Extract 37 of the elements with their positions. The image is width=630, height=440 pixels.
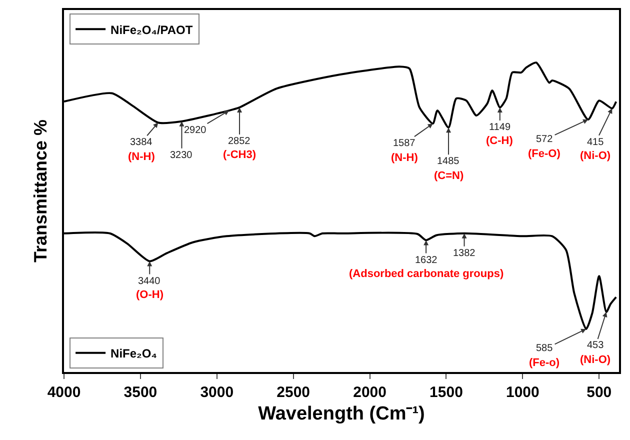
annotation: (Adsorbed carbonate groups) [349, 268, 504, 280]
x-tick-label: 3000 [200, 384, 234, 401]
annotation: (Ni-O) [580, 354, 611, 366]
x-tick-label: 1500 [430, 384, 463, 401]
annotation: 2852 [228, 136, 251, 147]
annotation: (Ni-O) [580, 150, 611, 162]
x-tick-label: 2000 [353, 384, 386, 401]
annotation: (Fe-o) [529, 357, 560, 369]
annotation: 1632 [415, 255, 438, 266]
annotation: 415 [587, 137, 604, 148]
x-tick-label: 4000 [47, 384, 81, 401]
annotation: 453 [587, 340, 604, 351]
annotation: (C=N) [434, 170, 464, 182]
x-tick-label: 3500 [124, 384, 158, 401]
y-axis-title: Transmittance % [30, 119, 51, 263]
annotation: 585 [536, 343, 554, 354]
annotation: 1587 [393, 138, 416, 149]
annotation: (O-H) [136, 289, 164, 301]
annotation: (Fe-O) [528, 148, 561, 160]
annotation: 2920 [184, 125, 207, 136]
annotation: (N-H) [391, 152, 418, 164]
x-tick-label: 1000 [506, 384, 540, 401]
annotation: 1149 [489, 122, 511, 133]
annotation: 572 [536, 134, 554, 145]
x-axis-title: Wavelength (Cm⁻¹) [258, 403, 425, 424]
annotation: 1382 [453, 248, 476, 259]
annotation: (N-H) [128, 151, 156, 163]
x-tick-label: 500 [586, 384, 612, 401]
annotation: (C-H) [486, 135, 514, 147]
legend-label: NiFe₂O₄/PAOT [110, 22, 194, 37]
legend-label: NiFe₂O₄ [110, 346, 158, 361]
x-tick-label: 2500 [276, 384, 310, 401]
annotation: 3230 [170, 150, 193, 161]
annotation: (-CH3) [223, 149, 256, 161]
annotation: 3384 [130, 137, 153, 148]
annotation: 3440 [138, 276, 161, 287]
annotation: 1485 [437, 156, 460, 167]
